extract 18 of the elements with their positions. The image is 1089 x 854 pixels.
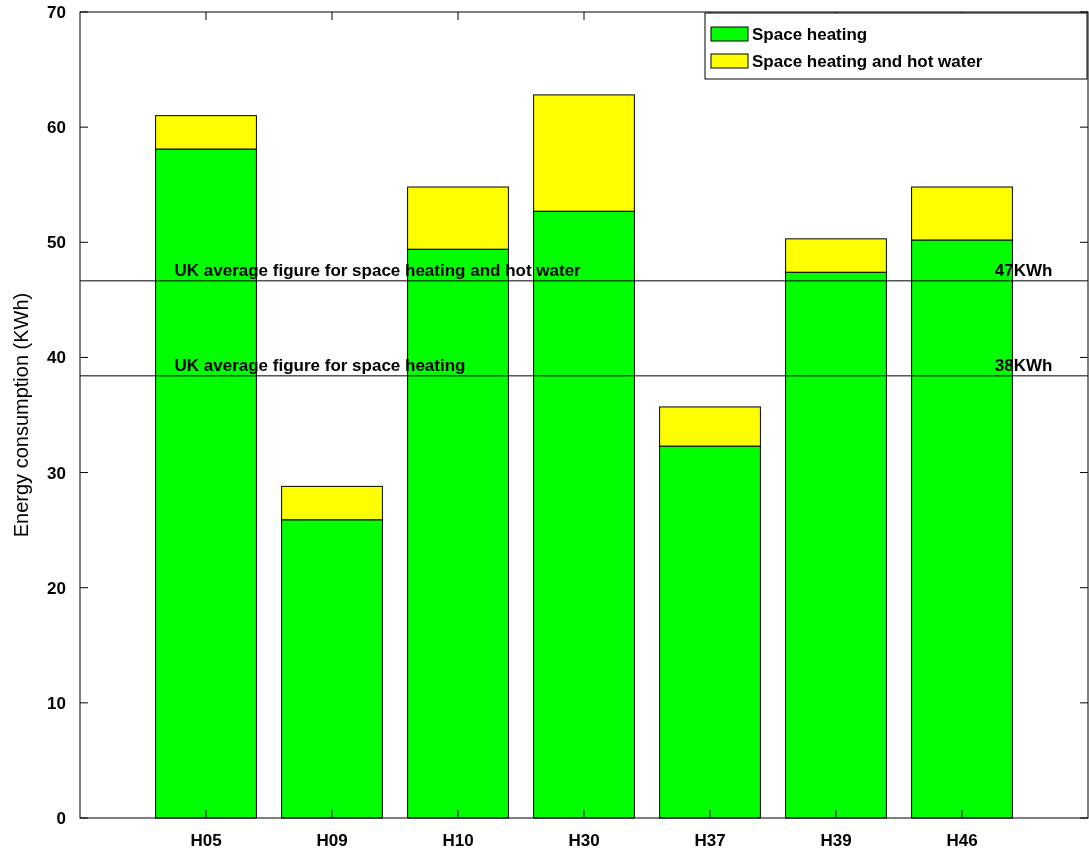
- y-tick-label: 70: [47, 2, 66, 22]
- y-tick-label: 40: [47, 348, 66, 368]
- x-tick-label: H37: [694, 831, 726, 850]
- x-tick-label: H05: [190, 831, 222, 850]
- y-tick-label: 30: [47, 463, 66, 483]
- y-tick-label: 60: [47, 118, 66, 138]
- y-tick-label: 20: [47, 578, 66, 598]
- x-tick-label: H09: [316, 831, 348, 850]
- y-tick-label: 0: [56, 808, 66, 828]
- x-tick-label: H10: [442, 831, 474, 850]
- x-tick-label: H39: [820, 831, 852, 850]
- legend-label: Space heating: [752, 24, 868, 44]
- x-tick-label: H46: [946, 831, 978, 850]
- legend-label: Space heating and hot water: [752, 51, 983, 71]
- y-tick-label: 50: [47, 233, 66, 253]
- y-axis-title: Energy consumption (KWh): [10, 292, 32, 538]
- x-tick-label: H30: [568, 831, 600, 850]
- y-tick-label: 10: [47, 693, 66, 713]
